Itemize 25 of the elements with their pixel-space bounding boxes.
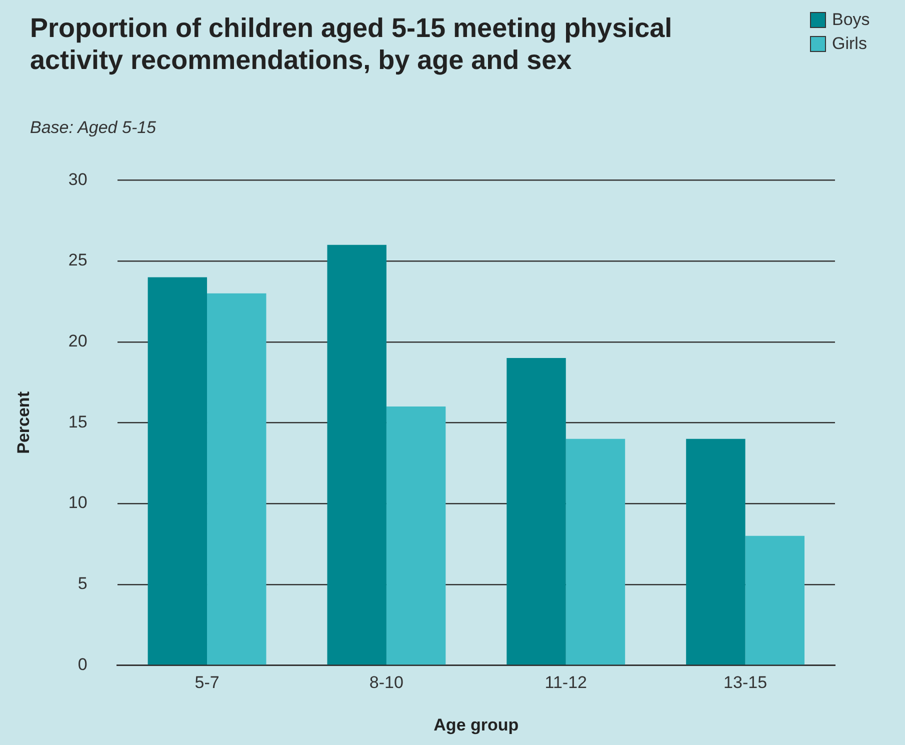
x-tick-label: 8-10 [369, 673, 404, 692]
x-axis-title: Age group [434, 715, 519, 734]
y-tick-label: 15 [68, 412, 88, 432]
y-tick-label: 5 [78, 574, 88, 594]
bar [386, 406, 446, 665]
y-tick-label: 0 [78, 654, 88, 674]
bar [566, 438, 626, 665]
x-tick-label: 11-12 [544, 673, 587, 692]
bar [686, 438, 746, 665]
bar [327, 244, 386, 665]
chart-title: Proportion of children aged 5-15 meeting physical activity recommendations, by age and sex [30, 12, 674, 76]
x-tick-label: 5-7 [194, 673, 220, 692]
y-axis-title: Percent [14, 391, 33, 454]
y-tick-label: 10 [68, 493, 88, 512]
chart-subtitle: Base: Aged 5-15 [30, 118, 156, 138]
legend-label: Girls [832, 34, 867, 54]
x-tick-label: 13-15 [724, 673, 768, 692]
bar [148, 277, 208, 665]
bar [745, 536, 804, 665]
y-tick-label: 20 [68, 332, 88, 351]
bar [207, 293, 266, 665]
y-tick-label: 30 [68, 170, 88, 189]
bar [506, 358, 566, 665]
legend-label: Boys [832, 10, 870, 30]
y-tick-label: 25 [68, 250, 88, 270]
